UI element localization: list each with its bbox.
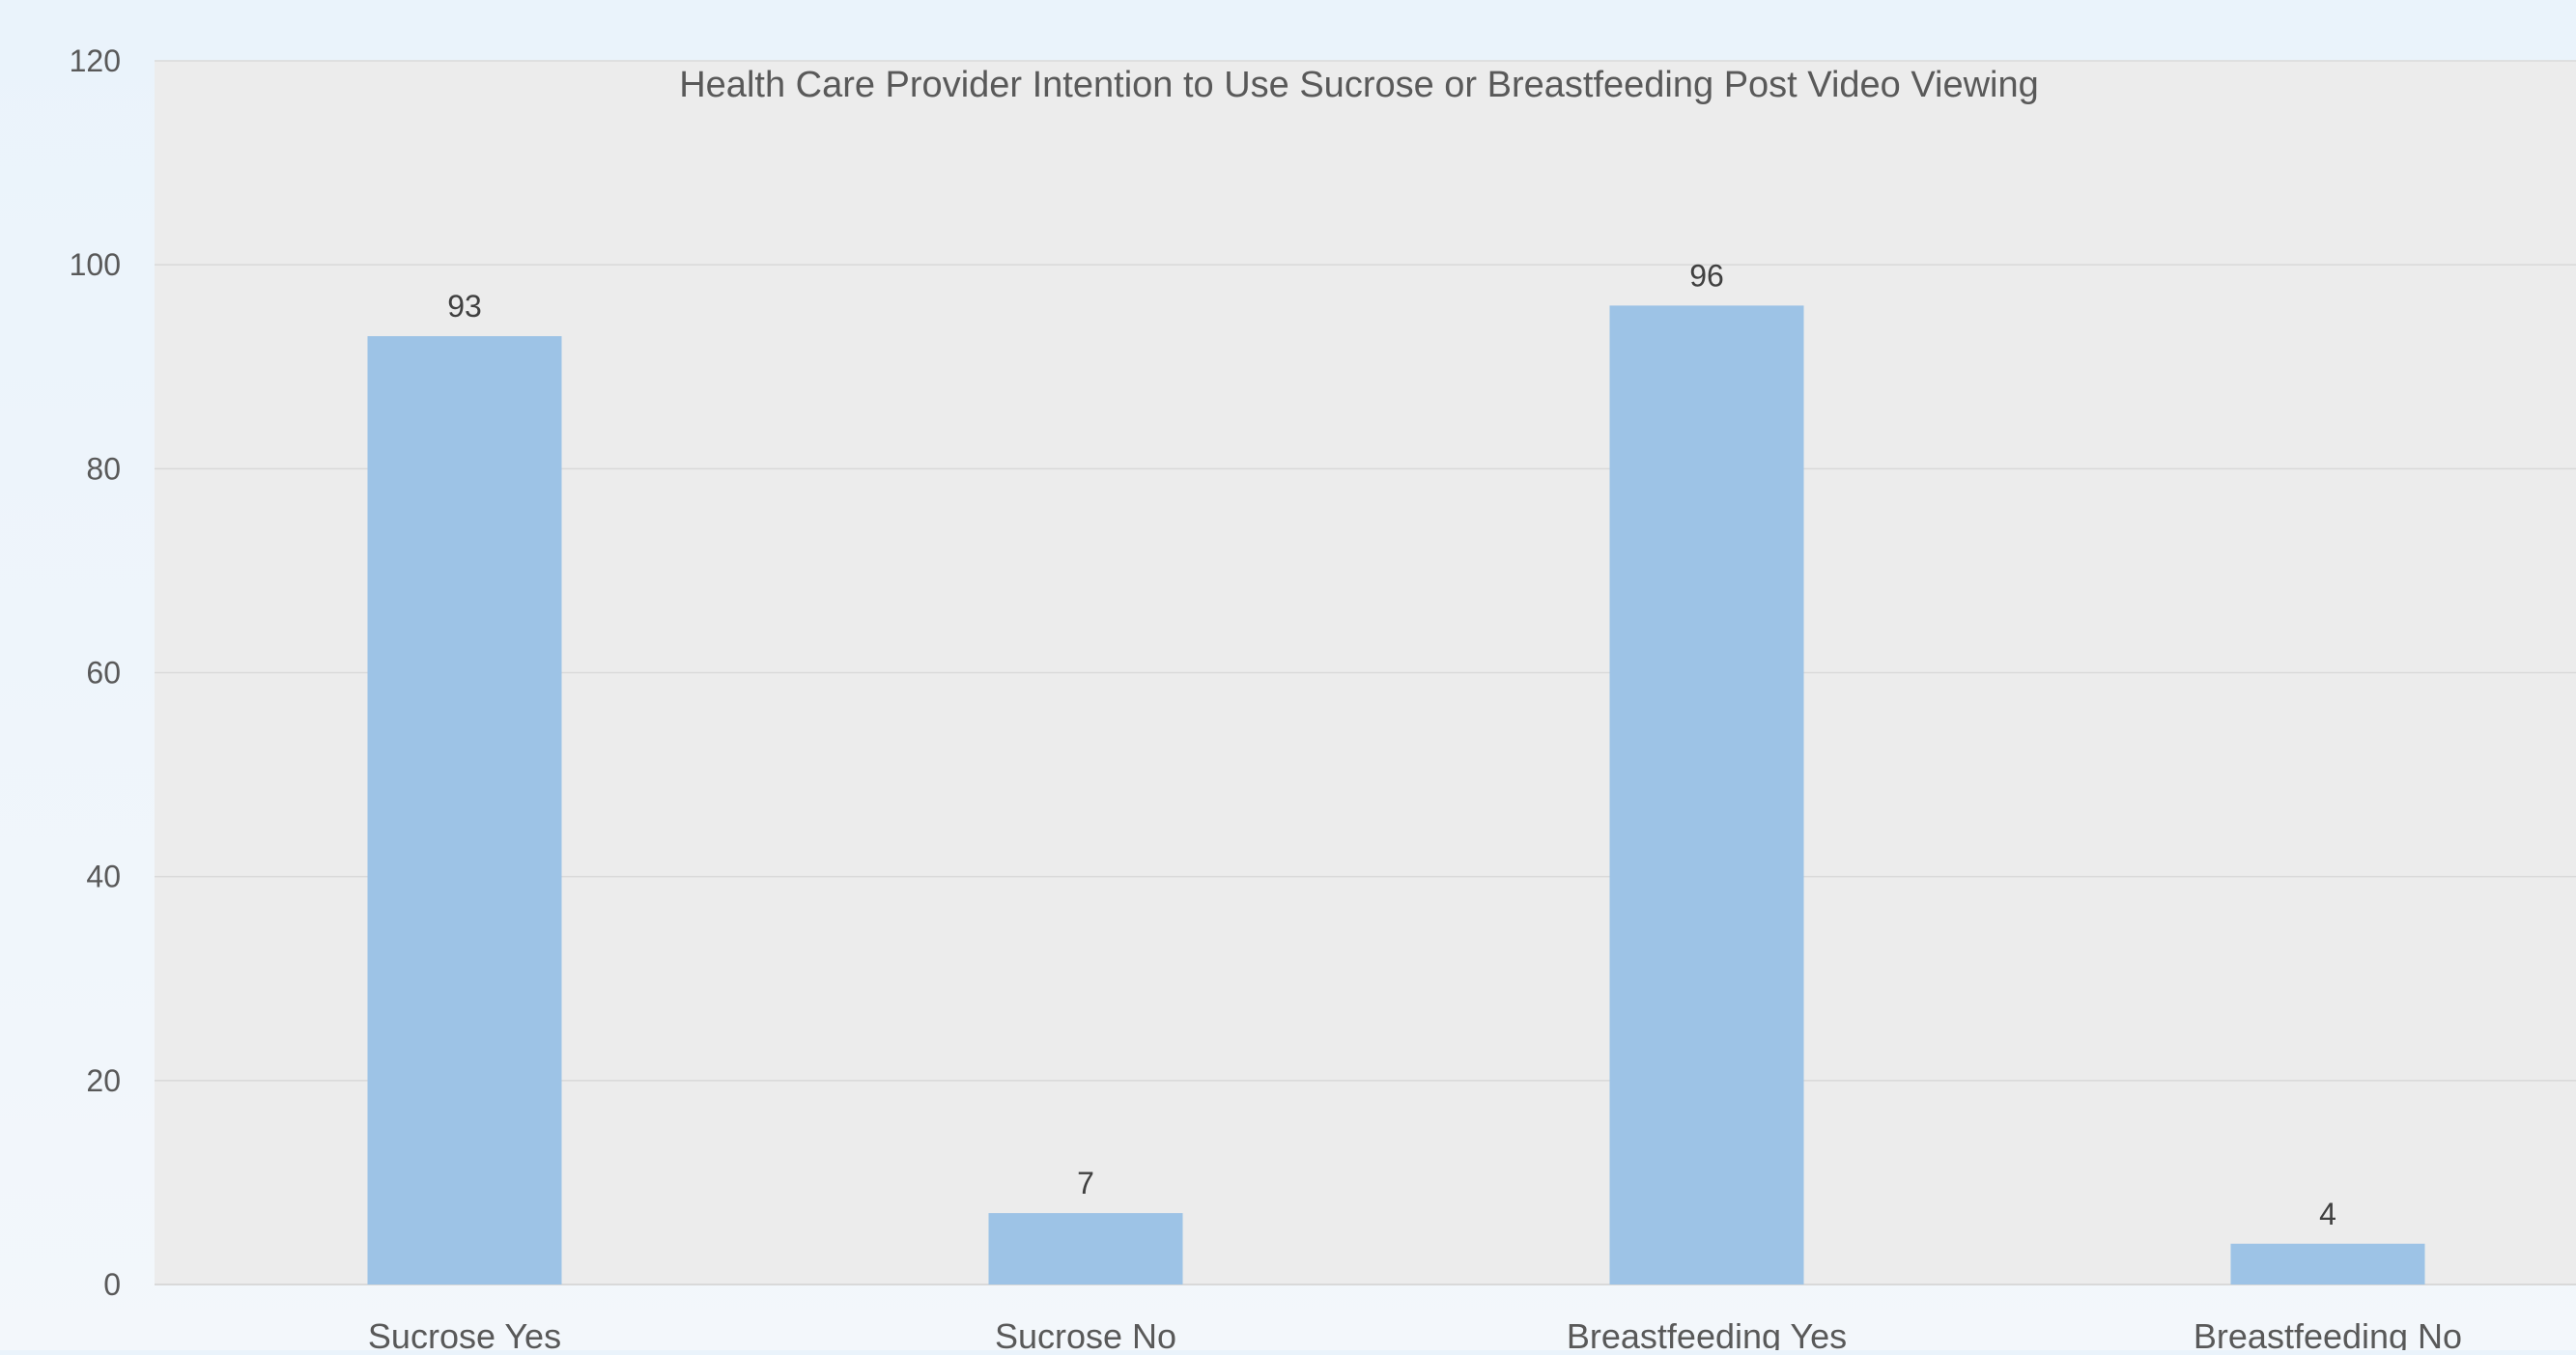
y-tick-label: 100 [70,247,121,282]
x-tick-label: Breastfeeding No [2194,1316,2462,1350]
y-tick-label: 40 [86,860,121,894]
y-tick-label: 120 [70,43,121,78]
bars [367,305,2425,1284]
x-axis-ticks: Sucrose Yes Sucrose No Breastfeeding Yes Br… [368,1316,2462,1355]
y-axis-ticks: 0 20 40 60 80 100 120 [70,43,121,1302]
y-tick-label: 80 [86,451,121,486]
data-labels: 93 7 96 4 [447,258,2336,1230]
data-label: 4 [2319,1197,2336,1231]
chart-title: Health Care Provider Intention to Use Su… [679,65,2039,105]
y-tick-label: 20 [86,1063,121,1098]
y-tick-label: 0 [103,1267,121,1302]
x-tick-label: Sucrose No [995,1316,1176,1350]
bar [367,336,562,1284]
data-label: 7 [1077,1166,1094,1200]
data-label: 96 [1689,258,1724,293]
x-tick-label: Breastfeeding Yes [1567,1316,1847,1350]
bar [988,1213,1183,1284]
bar [1609,305,1804,1284]
y-tick-label: 60 [86,656,121,691]
x-tick-label: Sucrose Yes [368,1316,561,1350]
bar [2230,1243,2425,1284]
data-label: 93 [447,289,482,324]
